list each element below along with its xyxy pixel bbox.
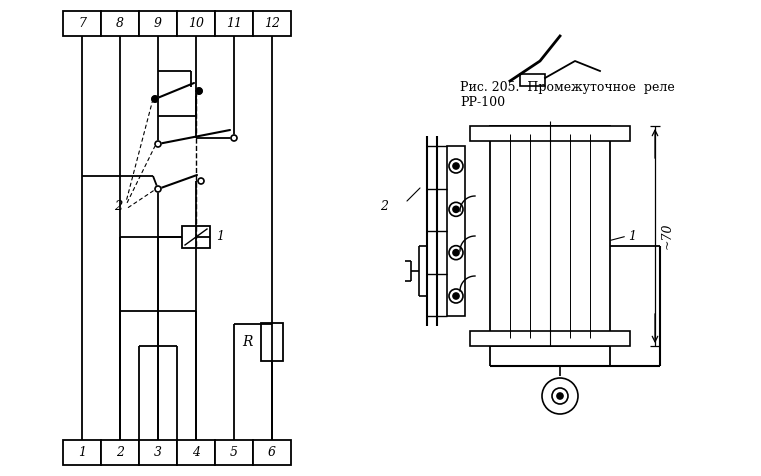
Bar [177,440,215,465]
Bar [447,146,465,316]
Text: 1: 1 [78,446,86,459]
Text: 8: 8 [116,17,124,30]
Bar [139,440,177,465]
Bar [177,11,215,36]
Circle shape [196,88,202,94]
Text: 10: 10 [188,17,204,30]
Bar [261,323,283,361]
Bar [520,74,545,86]
Text: 11: 11 [226,17,242,30]
Text: 12: 12 [264,17,280,30]
Bar [253,440,291,465]
Text: 5: 5 [230,446,238,459]
Text: R: R [243,335,253,349]
Bar [63,440,101,465]
Bar [215,11,253,36]
Text: ~70: ~70 [661,223,674,249]
Circle shape [155,186,161,192]
Bar [182,226,210,248]
Circle shape [196,88,202,94]
Circle shape [152,96,158,102]
Circle shape [453,206,459,212]
Bar [139,11,177,36]
Circle shape [557,393,563,399]
Bar [490,126,610,346]
Bar [63,11,101,36]
Circle shape [155,141,161,147]
Bar [215,440,253,465]
Text: 1: 1 [216,230,224,244]
Text: Рис. 205.  Промежуточное  реле: Рис. 205. Промежуточное реле [460,81,675,94]
Bar [101,440,139,465]
Text: 3: 3 [154,446,162,459]
Text: РР-100: РР-100 [460,96,505,109]
Circle shape [453,250,459,256]
Text: 7: 7 [78,17,86,30]
Bar [470,126,630,141]
Bar [101,11,139,36]
Bar [470,331,630,346]
Circle shape [198,178,204,184]
Text: 2: 2 [116,446,124,459]
Circle shape [152,96,158,102]
Circle shape [453,163,459,169]
Circle shape [453,293,459,299]
Text: 2: 2 [114,199,123,212]
Text: 1: 1 [628,229,636,242]
Text: 6: 6 [268,446,276,459]
Text: 2: 2 [380,199,388,212]
Text: 9: 9 [154,17,162,30]
Circle shape [231,135,237,141]
Bar [253,11,291,36]
Text: 4: 4 [192,446,200,459]
